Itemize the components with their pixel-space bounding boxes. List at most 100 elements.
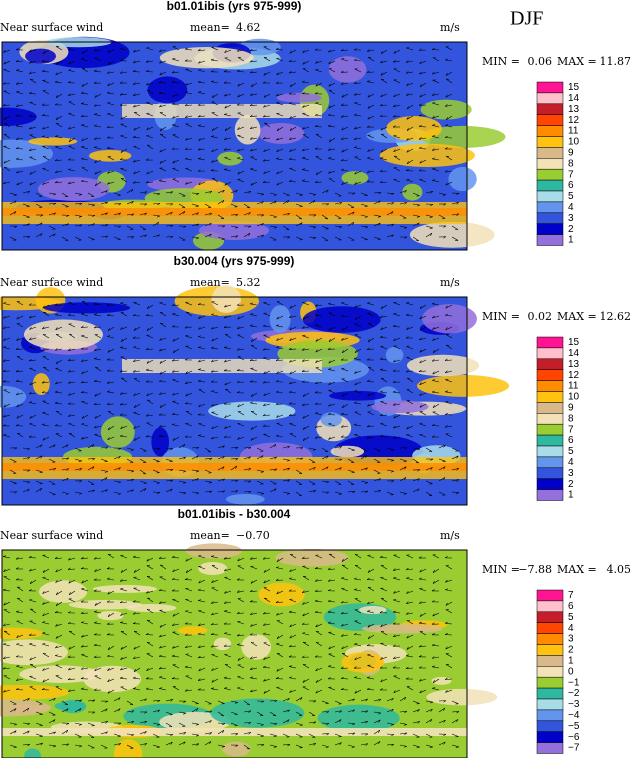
wind-arrow [165, 468, 173, 471]
wind-arrow [74, 708, 82, 713]
wind-arrow [367, 677, 375, 680]
wind-arrow-head [445, 182, 448, 186]
wind-arrow-head [198, 580, 201, 584]
wind-arrow [55, 326, 63, 331]
wind-arrow-head [418, 644, 422, 648]
colorbar-label: 11 [568, 126, 579, 137]
wind-arrow-head [432, 371, 435, 375]
wind-arrow-head [313, 200, 316, 203]
wind-arrow [432, 666, 440, 669]
wind-arrow [328, 553, 336, 559]
wind-arrow [198, 115, 206, 118]
wind-arrow-head [419, 337, 422, 341]
wind-arrow [74, 491, 82, 494]
wind-arrow-head [118, 708, 121, 712]
wind-arrow-head [29, 182, 32, 186]
wind-arrow [22, 707, 29, 713]
wind-arrow [211, 337, 219, 342]
wind-arrow-head [183, 700, 187, 703]
wind-arrow [412, 236, 419, 242]
wind-arrow [393, 68, 401, 73]
wind-arrow-head [262, 424, 266, 427]
wind-arrow [321, 466, 329, 471]
mean-value: 4.62 [236, 21, 261, 34]
wind-arrow-head [28, 391, 32, 395]
wind-arrow [29, 599, 37, 603]
wind-arrow-head [133, 104, 136, 108]
wind-arrow [308, 458, 316, 463]
wind-arrow-head [275, 677, 279, 679]
wind-arrow [9, 200, 17, 205]
wind-arrow [282, 458, 290, 461]
wind-arrow [393, 391, 401, 394]
wind-arrow [29, 326, 37, 330]
wind-arrow [16, 432, 24, 438]
wind-arrow [321, 447, 329, 452]
wind-arrow-head [288, 157, 292, 160]
wind-arrow [237, 356, 245, 361]
wind-arrow-head [184, 157, 189, 160]
map-field [198, 562, 228, 576]
wind-arrow [108, 425, 115, 431]
wind-arrow [120, 115, 128, 120]
wind-arrow [81, 370, 89, 375]
wind-arrow-head [301, 369, 305, 372]
wind-arrow [3, 166, 11, 172]
wind-arrow [269, 468, 277, 471]
wind-arrow-head [326, 711, 330, 714]
units: m/s [440, 529, 460, 542]
wind-arrow [399, 225, 407, 228]
wind-arrow [451, 455, 459, 460]
wind-arrow-head [119, 402, 123, 406]
wind-arrow-head [445, 401, 449, 403]
wind-arrow-head [393, 425, 396, 429]
wind-arrow-head [429, 227, 433, 229]
wind-arrow-head [211, 668, 214, 671]
wind-arrow-head [107, 690, 110, 694]
wind-arrow [315, 367, 323, 372]
wind-arrow-head [405, 567, 409, 571]
wind-arrow [120, 656, 128, 660]
wind-arrow-head [92, 466, 95, 470]
wind-arrow [94, 170, 102, 175]
wind-arrow [412, 744, 420, 748]
wind-arrow [159, 623, 167, 628]
wind-arrow [263, 403, 271, 407]
wind-arrow-head [93, 302, 97, 305]
wind-arrow [302, 392, 310, 397]
wind-arrow [263, 612, 271, 615]
wind-arrow [22, 214, 30, 218]
wind-arrow-head [209, 233, 212, 237]
wind-arrow [367, 170, 375, 173]
wind-arrow [354, 643, 362, 647]
wind-arrow [328, 49, 336, 53]
wind-arrow [42, 577, 50, 581]
wind-arrow [230, 203, 238, 207]
wind-arrow [379, 170, 388, 172]
wind-arrow-head [392, 568, 396, 571]
wind-arrow [412, 203, 420, 206]
wind-arrow [243, 447, 251, 449]
wind-arrow [386, 211, 394, 216]
colorbar-swatch [536, 234, 564, 246]
wind-arrow-head [146, 127, 149, 131]
wind-arrow-head [393, 415, 396, 419]
colorbar-swatch [536, 158, 564, 170]
wind-arrow-head [156, 724, 160, 726]
wind-arrow-head [276, 324, 280, 326]
wind-arrow [35, 222, 43, 227]
wind-arrow [321, 236, 329, 241]
wind-arrow [380, 337, 388, 339]
wind-arrow-head [222, 490, 226, 493]
wind-arrow [347, 698, 355, 702]
wind-arrow [425, 190, 433, 194]
wind-arrow-head [146, 393, 149, 397]
wind-arrow [81, 667, 89, 670]
wind-arrow-head [107, 181, 110, 185]
wind-arrow [237, 135, 245, 139]
wind-arrow [328, 312, 336, 317]
wind-arrow-head [237, 436, 240, 440]
wind-arrow [432, 124, 440, 128]
wind-arrow-head [404, 190, 407, 193]
wind-arrow [289, 137, 297, 140]
